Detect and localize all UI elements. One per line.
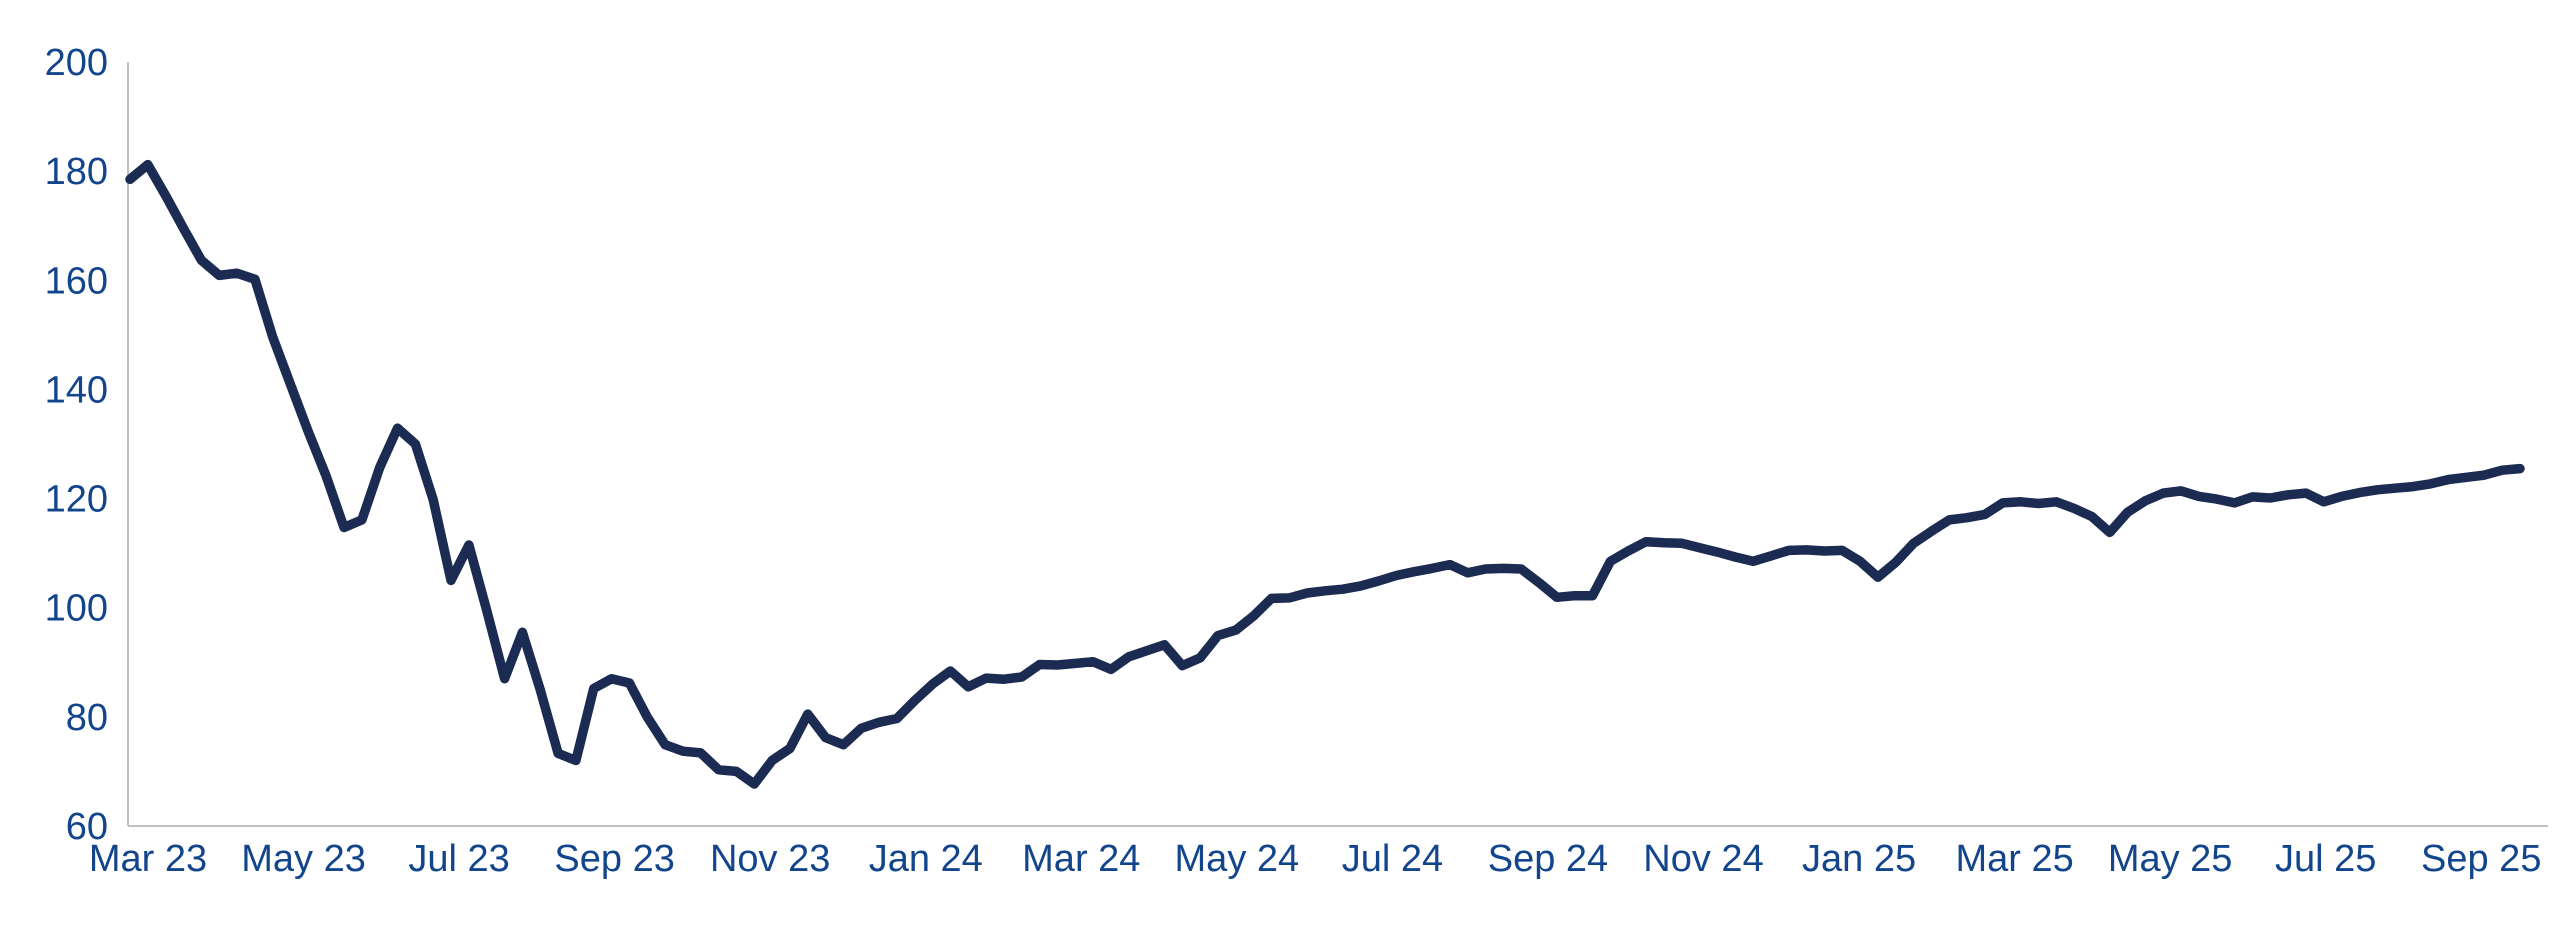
x-axis-tick-label: Sep 23 <box>554 838 674 880</box>
x-axis-tick-label: Nov 24 <box>1643 838 1763 880</box>
bottom-border-bar <box>8 928 2562 934</box>
y-axis-tick-label: 60 <box>66 806 108 848</box>
x-axis-tick-label: Mar 25 <box>1955 838 2073 880</box>
x-axis-tick-label: May 23 <box>241 838 366 880</box>
y-axis-tick-label: 100 <box>45 588 108 630</box>
x-axis-tick-label: Mar 23 <box>89 838 207 880</box>
y-axis-tick-label: 120 <box>45 479 108 521</box>
x-axis-tick-label: May 25 <box>2108 838 2233 880</box>
y-axis-tick-label: 180 <box>45 151 108 193</box>
x-axis-tick-label: Mar 24 <box>1022 838 1140 880</box>
x-axis-tick-label: May 24 <box>1175 838 1300 880</box>
x-axis-tick-label: Jan 24 <box>869 838 983 880</box>
top-border-bar <box>8 9 2562 15</box>
x-axis-tick-label: Nov 23 <box>710 838 830 880</box>
price-index-line <box>125 159 2525 789</box>
y-axis-tick-label: 200 <box>45 42 108 84</box>
x-axis-tick-label: Jul 25 <box>2275 838 2376 880</box>
y-axis-tick-label: 140 <box>45 369 108 411</box>
y-axis-tick-label: 160 <box>45 260 108 302</box>
x-axis-tick-label: Jul 23 <box>408 838 509 880</box>
y-axis-tick-label: 80 <box>66 697 108 739</box>
x-axis-tick-label: Jul 24 <box>1342 838 1443 880</box>
x-axis-tick-label: Sep 25 <box>2421 838 2541 880</box>
x-axis-tick-label: Sep 24 <box>1488 838 1608 880</box>
x-axis-tick-label: Jan 25 <box>1802 838 1916 880</box>
